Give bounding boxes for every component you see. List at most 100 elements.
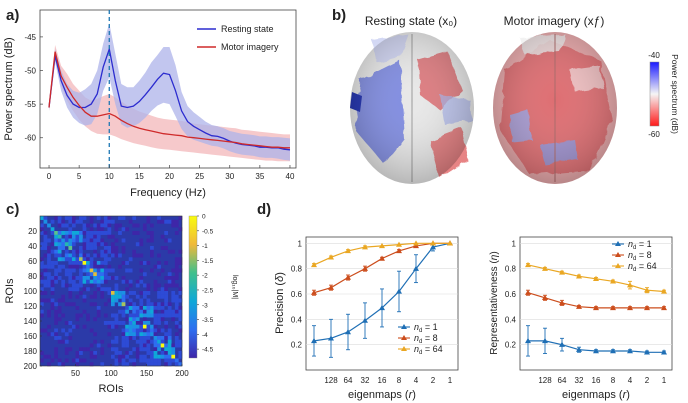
matrix-cell xyxy=(43,246,48,250)
matrix-cell xyxy=(178,354,183,359)
matrix-cell xyxy=(89,227,94,232)
matrix-cell xyxy=(157,261,161,265)
matrix-cell xyxy=(174,321,179,325)
matrix-cell xyxy=(160,339,165,344)
matrix-cell xyxy=(86,257,90,262)
matrix-cell xyxy=(146,328,151,333)
matrix-cell xyxy=(47,276,51,280)
matrix-cell xyxy=(160,268,165,273)
matrix-xtick-label: 150 xyxy=(140,369,154,378)
matrix-cell xyxy=(79,283,83,288)
matrix-ytick-label: 140 xyxy=(24,317,38,326)
matrix-cell xyxy=(57,336,62,340)
matrix-cell xyxy=(40,279,44,284)
matrix-cell xyxy=(107,324,112,329)
matrix-cell xyxy=(153,287,158,292)
matrix-cell xyxy=(100,362,105,367)
matrix-cell xyxy=(164,343,168,348)
matrix-cell xyxy=(93,231,97,235)
matrix-cell xyxy=(150,253,154,258)
matrix-cell xyxy=(150,249,154,254)
matrix-cell xyxy=(142,291,147,295)
matrix-cell xyxy=(96,279,101,284)
matrix-cell xyxy=(89,272,94,277)
matrix-cell xyxy=(57,362,62,367)
matrix-cell xyxy=(118,358,122,363)
panel-a-xtick-label: 15 xyxy=(135,172,144,181)
matrix-xlabel: ROIs xyxy=(98,383,124,395)
matrix-cell xyxy=(139,321,144,325)
matrix-cell xyxy=(178,216,183,220)
matrix-cell xyxy=(178,291,183,295)
matrix-cell xyxy=(174,283,179,288)
matrix-cell xyxy=(71,219,76,224)
matrix-cell xyxy=(71,287,76,292)
matrix-cell xyxy=(86,246,90,250)
matrix-cell xyxy=(103,223,108,228)
matrix-cell xyxy=(125,332,129,337)
matrix-cell xyxy=(79,276,83,280)
matrix-cell xyxy=(171,309,176,314)
matrix-cell xyxy=(93,317,97,322)
matrix-cell xyxy=(47,313,51,318)
matrix-cell xyxy=(82,276,87,280)
matrix-cell xyxy=(157,339,161,344)
matrix-cell xyxy=(54,268,58,273)
matrix-ylabel: ROIs xyxy=(4,278,16,304)
matrix-cell xyxy=(121,238,126,243)
matrix-cell xyxy=(150,351,154,355)
matrix-xtick-label: 200 xyxy=(175,369,189,378)
matrix-cell xyxy=(75,313,80,318)
matrix-cell xyxy=(50,242,55,247)
matrix-cell xyxy=(132,231,137,235)
matrix-cell xyxy=(40,309,44,314)
matrix-cell xyxy=(107,227,112,232)
matrix-cell xyxy=(157,321,161,325)
matrix-cell xyxy=(68,219,73,224)
matrix-cell xyxy=(167,354,172,359)
panel-a-ytick-label: -60 xyxy=(24,134,36,143)
matrix-cell xyxy=(71,261,76,265)
matrix-cell xyxy=(57,219,62,224)
matrix-cell xyxy=(111,347,115,352)
precision-marker xyxy=(430,240,436,246)
matrix-cell xyxy=(64,358,69,363)
matrix-cell xyxy=(171,317,176,322)
precision-legend-symbol: n xyxy=(414,333,419,343)
matrix-cell xyxy=(61,279,66,284)
matrix-cell xyxy=(153,358,158,363)
matrix-cell xyxy=(103,216,108,220)
matrix-cell xyxy=(174,276,179,280)
matrix-cell xyxy=(107,287,112,292)
matrix-cell xyxy=(125,354,129,359)
matrix-cell xyxy=(64,321,69,325)
matrix-cell xyxy=(135,223,140,228)
matrix-cell xyxy=(164,347,168,352)
matrix-cell xyxy=(160,219,165,224)
matrix-cell xyxy=(132,347,137,352)
precision-ytick-label: 1 xyxy=(298,239,303,248)
matrix-cell xyxy=(142,261,147,265)
matrix-cell xyxy=(139,276,144,280)
matrix-ytick-label: 80 xyxy=(28,272,37,281)
matrix-cell xyxy=(167,313,172,318)
matrix-cell xyxy=(111,291,115,295)
matrix-cell xyxy=(153,362,158,367)
brain-title-motor: Motor imagery (xƒ) xyxy=(504,14,605,28)
matrix-cell xyxy=(139,268,144,273)
repr-marker xyxy=(542,265,548,271)
matrix-cell xyxy=(75,317,80,322)
matrix-cell xyxy=(100,291,105,295)
matrix-cell xyxy=(146,302,151,307)
matrix-cell xyxy=(50,358,55,363)
matrix-cell xyxy=(150,328,154,333)
matrix-cell xyxy=(93,261,97,265)
matrix-cell xyxy=(68,242,73,247)
matrix-cell xyxy=(40,276,44,280)
matrix-cell xyxy=(128,328,133,333)
matrix-cell xyxy=(153,324,158,329)
repr-legend-label: nd = 8 xyxy=(628,250,652,262)
matrix-cell xyxy=(153,336,158,340)
matrix-cell xyxy=(61,313,66,318)
